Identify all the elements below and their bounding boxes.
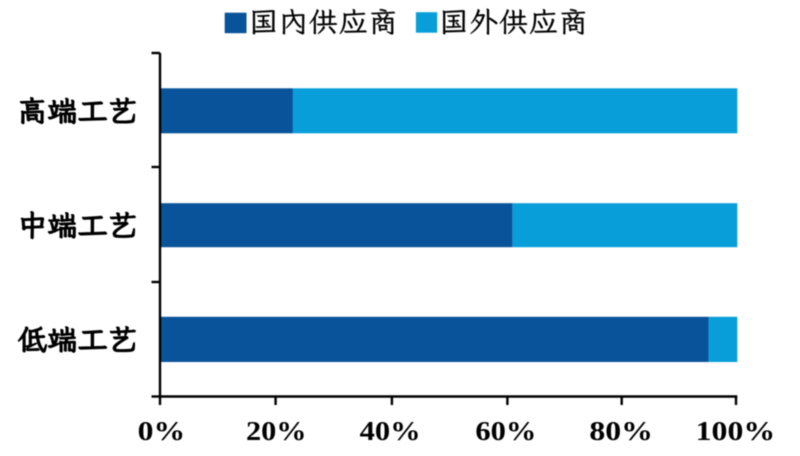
svg-text:100%: 100% bbox=[696, 416, 776, 446]
svg-text:40%: 40% bbox=[360, 416, 421, 446]
svg-text:80%: 80% bbox=[589, 416, 653, 446]
svg-text:60%: 60% bbox=[475, 416, 536, 446]
svg-text:0%: 0% bbox=[138, 416, 186, 446]
svg-text:20%: 20% bbox=[246, 416, 307, 446]
